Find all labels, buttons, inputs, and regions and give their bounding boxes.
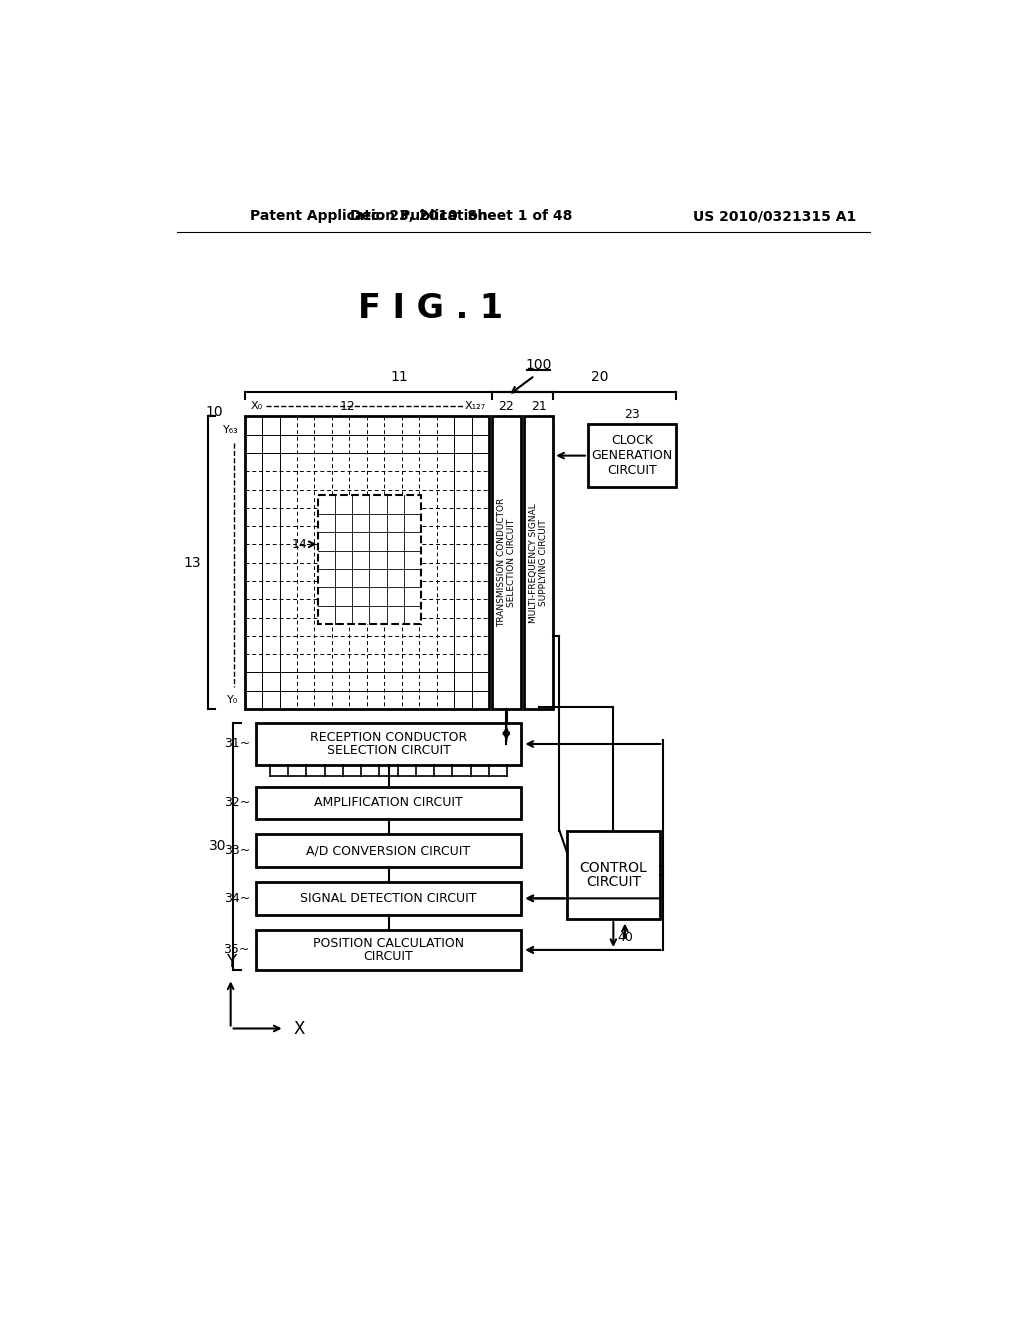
Text: CONTROL: CONTROL xyxy=(580,861,647,875)
Text: TRANSMISSION CONDUCTOR
SELECTION CIRCUIT: TRANSMISSION CONDUCTOR SELECTION CIRCUIT xyxy=(497,498,516,627)
Bar xyxy=(318,495,421,624)
Text: CIRCUIT: CIRCUIT xyxy=(364,950,414,964)
Text: X₀: X₀ xyxy=(251,401,263,412)
Text: 13: 13 xyxy=(183,556,202,570)
Text: 14: 14 xyxy=(292,537,307,550)
Text: Patent Application Publication: Patent Application Publication xyxy=(250,209,487,223)
Text: 12: 12 xyxy=(340,400,355,413)
Text: 33~: 33~ xyxy=(223,843,250,857)
Text: 10: 10 xyxy=(206,405,223,420)
Bar xyxy=(256,723,521,766)
Text: Dec. 23, 2010  Sheet 1 of 48: Dec. 23, 2010 Sheet 1 of 48 xyxy=(350,209,572,223)
Text: 11: 11 xyxy=(390,370,408,384)
Text: 30: 30 xyxy=(209,840,226,854)
Text: 21: 21 xyxy=(530,400,547,413)
Text: 34~: 34~ xyxy=(223,892,250,906)
Bar xyxy=(245,416,489,709)
Text: 23: 23 xyxy=(625,408,640,421)
Bar xyxy=(256,929,521,970)
Text: Y₀: Y₀ xyxy=(227,694,239,705)
Bar xyxy=(256,834,521,867)
Bar xyxy=(256,787,521,818)
Text: 22: 22 xyxy=(499,400,514,413)
Text: A/D CONVERSION CIRCUIT: A/D CONVERSION CIRCUIT xyxy=(306,843,471,857)
Text: MULTI-FREQUENCY SIGNAL
SUPPLYING CIRCUIT: MULTI-FREQUENCY SIGNAL SUPPLYING CIRCUIT xyxy=(529,503,549,623)
Bar xyxy=(492,416,521,709)
Bar xyxy=(256,882,521,915)
Bar xyxy=(567,830,659,919)
Text: 40: 40 xyxy=(617,931,633,944)
Text: 31~: 31~ xyxy=(223,738,250,751)
Text: SIGNAL DETECTION CIRCUIT: SIGNAL DETECTION CIRCUIT xyxy=(300,892,477,906)
Text: US 2010/0321315 A1: US 2010/0321315 A1 xyxy=(692,209,856,223)
Text: 32~: 32~ xyxy=(223,796,250,809)
Text: SELECTION CIRCUIT: SELECTION CIRCUIT xyxy=(327,744,451,758)
Text: CLOCK
GENERATION
CIRCUIT: CLOCK GENERATION CIRCUIT xyxy=(592,434,673,477)
Text: AMPLIFICATION CIRCUIT: AMPLIFICATION CIRCUIT xyxy=(314,796,463,809)
Text: 35~: 35~ xyxy=(223,944,250,957)
Text: X₁₂₇: X₁₂₇ xyxy=(465,401,485,412)
Text: Y: Y xyxy=(225,953,236,970)
Bar xyxy=(588,424,677,487)
Text: 100: 100 xyxy=(525,358,552,372)
Text: 20: 20 xyxy=(591,370,608,384)
Text: F I G . 1: F I G . 1 xyxy=(358,292,504,325)
Text: RECEPTION CONDUCTOR: RECEPTION CONDUCTOR xyxy=(310,730,467,743)
Text: X: X xyxy=(294,1019,305,1038)
Text: POSITION CALCULATION: POSITION CALCULATION xyxy=(313,936,464,949)
Text: CIRCUIT: CIRCUIT xyxy=(586,875,641,888)
Bar xyxy=(524,416,553,709)
Text: Y₆₃: Y₆₃ xyxy=(222,425,239,436)
